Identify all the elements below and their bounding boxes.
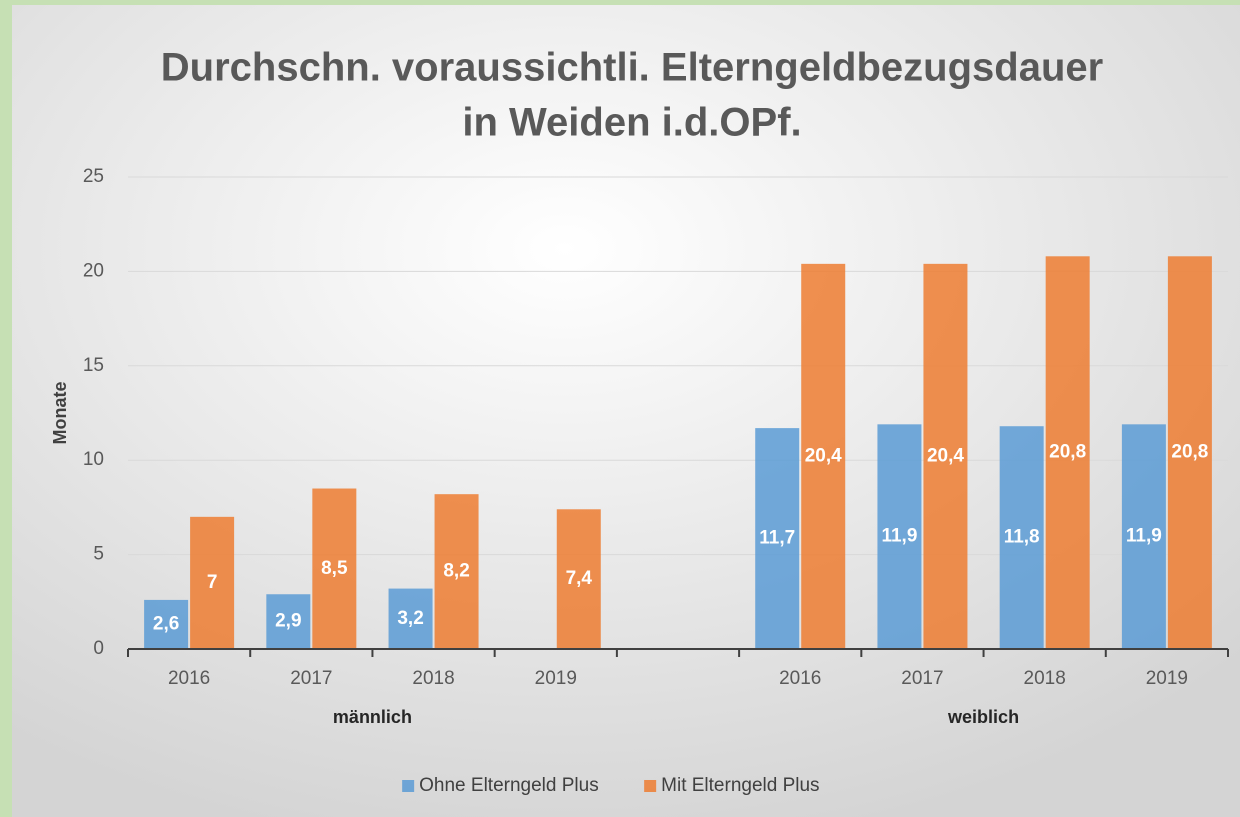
data-label: 20,4 (805, 445, 842, 466)
data-label: 20,4 (927, 445, 964, 466)
bar (1045, 256, 1090, 649)
data-label: 11,9 (1126, 526, 1162, 547)
legend-label: Ohne Elterngeld Plus (419, 775, 599, 796)
data-label: 20,8 (1049, 442, 1086, 463)
data-label: 2,6 (153, 613, 179, 634)
group-label: weiblich (947, 707, 1019, 727)
chart-title: Durchschn. voraussichtli. Elterngeldbezu… (161, 46, 1103, 90)
group-label: männlich (333, 707, 412, 727)
x-tick-label: 2019 (1146, 668, 1188, 689)
y-tick-label: 20 (83, 260, 104, 281)
legend-label: Mit Elterngeld Plus (661, 775, 819, 796)
x-tick-label: 2019 (535, 668, 577, 689)
bar (556, 509, 601, 649)
bar (1167, 256, 1212, 649)
chart-title: in Weiden i.d.OPf. (462, 101, 801, 145)
x-tick-label: 2018 (412, 668, 454, 689)
data-label: 8,5 (321, 558, 348, 579)
x-tick-label: 2018 (1024, 668, 1066, 689)
data-label: 20,8 (1171, 442, 1208, 463)
legend-swatch (644, 780, 657, 792)
x-tick-label: 2017 (901, 668, 943, 689)
chart-panel (12, 5, 1240, 817)
y-tick-label: 0 (93, 638, 104, 659)
bar (312, 488, 357, 649)
data-label: 3,2 (397, 608, 423, 629)
data-label: 7 (207, 572, 218, 593)
data-label: 11,7 (759, 528, 795, 549)
bar (1121, 424, 1166, 649)
data-label: 8,2 (443, 561, 469, 582)
bar (755, 428, 800, 649)
y-tick-label: 10 (83, 449, 104, 470)
x-tick-label: 2017 (290, 668, 332, 689)
bar (999, 426, 1044, 649)
x-tick-label: 2016 (779, 668, 821, 689)
bar (434, 494, 479, 649)
data-label: 11,8 (1004, 527, 1040, 548)
bar (801, 263, 846, 649)
bar (190, 516, 235, 649)
legend-swatch (402, 780, 415, 792)
y-axis-title: Monate (50, 382, 70, 445)
y-tick-label: 5 (93, 544, 104, 565)
bar (923, 263, 968, 649)
bar (266, 594, 311, 649)
y-tick-label: 25 (83, 166, 104, 187)
data-label: 7,4 (566, 568, 593, 589)
bar (388, 588, 433, 649)
data-label: 2,9 (275, 611, 301, 632)
y-tick-label: 15 (83, 355, 104, 376)
bar (877, 424, 922, 649)
bar (144, 599, 189, 649)
data-label: 11,9 (881, 526, 917, 547)
x-tick-label: 2016 (168, 668, 210, 689)
